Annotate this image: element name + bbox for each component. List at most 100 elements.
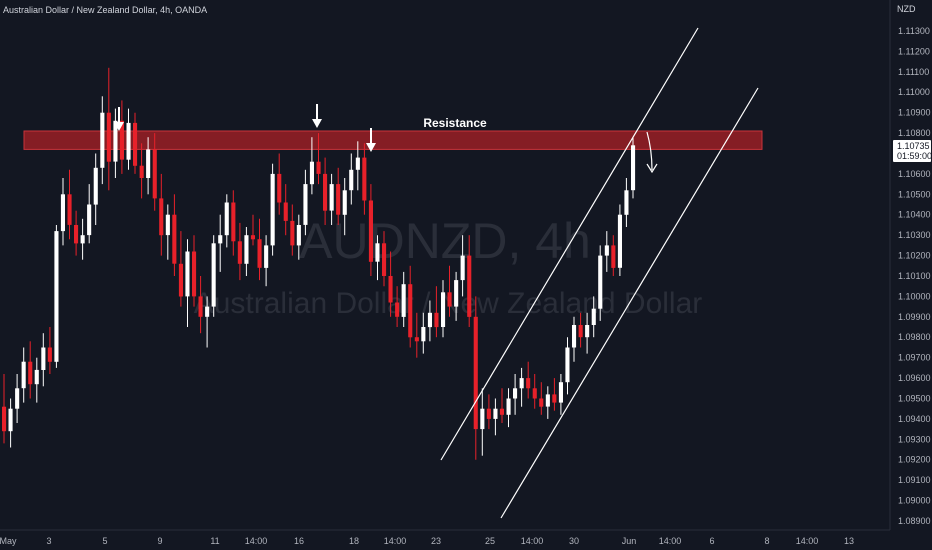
candle-body [231, 202, 236, 242]
candle [486, 394, 491, 430]
candle [519, 367, 524, 407]
price-tick-label: 1.11000 [898, 87, 930, 97]
candle-body [539, 398, 544, 407]
candle-body [283, 202, 288, 221]
candle-body [165, 214, 170, 236]
candle-body [270, 173, 275, 246]
candlestick-series [2, 67, 636, 460]
candle-body [316, 161, 321, 174]
candle-body [467, 255, 472, 317]
candle [250, 214, 255, 246]
candle [87, 184, 92, 244]
price-tick-label: 1.10000 [898, 291, 931, 301]
candle-body [486, 408, 491, 419]
candle [100, 96, 105, 185]
candle [126, 108, 131, 170]
candle-body [617, 214, 622, 268]
candle [264, 235, 269, 287]
candle-body [185, 251, 190, 297]
price-tick-label: 1.09500 [898, 394, 931, 404]
time-tick-label: 23 [431, 536, 441, 546]
candle [178, 231, 183, 307]
candle [572, 316, 577, 362]
resistance-zone[interactable] [23, 130, 763, 150]
candle [60, 178, 65, 246]
candle [113, 108, 118, 178]
candle-body [8, 408, 13, 432]
candle [80, 218, 85, 260]
price-tick-label: 1.10400 [898, 210, 931, 220]
candle [139, 143, 144, 199]
resistance-label: Resistance [423, 116, 487, 130]
candle [447, 265, 452, 317]
price-axis[interactable]: 1.11300 1.11200 1.11100 1.11000 1.10900 1.108… [898, 26, 931, 526]
candle-body [113, 120, 118, 162]
candle [513, 374, 518, 415]
candle [296, 214, 301, 260]
candle-body [552, 394, 557, 403]
time-tick-label: 16 [294, 536, 304, 546]
candle-body [119, 120, 124, 160]
candle-body [87, 204, 92, 236]
candle [231, 190, 236, 256]
candle-body [427, 312, 432, 328]
candle [414, 312, 419, 358]
time-axis[interactable]: May 3 5 9 11 14:00 16 18 14:00 23 25 14:00 30 Jun 14:0… [0, 536, 854, 546]
candle-body [526, 378, 531, 389]
candle [257, 218, 262, 281]
channel-lower-line[interactable] [500, 87, 759, 519]
price-tick-label: 1.09100 [898, 475, 931, 485]
candle [224, 194, 229, 248]
candle [368, 184, 373, 276]
candle-body [368, 200, 373, 262]
candle-body [565, 347, 570, 383]
candle [473, 296, 478, 460]
candle [237, 222, 242, 281]
price-tick-label: 1.10300 [898, 230, 931, 240]
candle-body [585, 325, 590, 338]
candle-body [513, 388, 518, 399]
candle-body [460, 255, 465, 281]
candle-body [41, 347, 46, 370]
candle [93, 153, 98, 225]
time-tick-label: 14:00 [245, 536, 268, 546]
candle-body [47, 347, 52, 362]
candle-body [388, 276, 393, 303]
candle-body [172, 214, 177, 264]
candle-body [519, 378, 524, 389]
candle-body [250, 235, 255, 240]
candle-body [159, 198, 164, 236]
channel-upper-line[interactable] [440, 27, 699, 461]
candle-body [100, 112, 105, 168]
candle-body [224, 202, 229, 236]
candle-body [421, 327, 426, 342]
candle [585, 312, 590, 354]
candle-body [323, 173, 328, 211]
candle [74, 210, 79, 256]
arrow-down-icon [114, 107, 124, 131]
candle [34, 357, 39, 403]
candle [218, 214, 223, 272]
candle [323, 157, 328, 225]
candle-body [152, 149, 157, 199]
candle-body [74, 225, 79, 244]
candle [290, 204, 295, 256]
currency-label: NZD [897, 4, 916, 14]
price-tick-label: 1.09400 [898, 414, 931, 424]
price-tick-label: 1.09300 [898, 434, 931, 444]
candle [526, 361, 531, 399]
candle-body [244, 235, 249, 264]
candle-body [126, 122, 131, 160]
last-price-value: 1.10735 [897, 141, 930, 151]
time-tick-label: Jun [622, 536, 637, 546]
candle [506, 388, 511, 428]
candle [283, 184, 288, 236]
price-tick-label: 1.11100 [898, 67, 929, 77]
candle [211, 235, 216, 317]
candle [185, 239, 190, 327]
time-tick-label: 14:00 [659, 536, 682, 546]
candle-body [21, 361, 26, 389]
